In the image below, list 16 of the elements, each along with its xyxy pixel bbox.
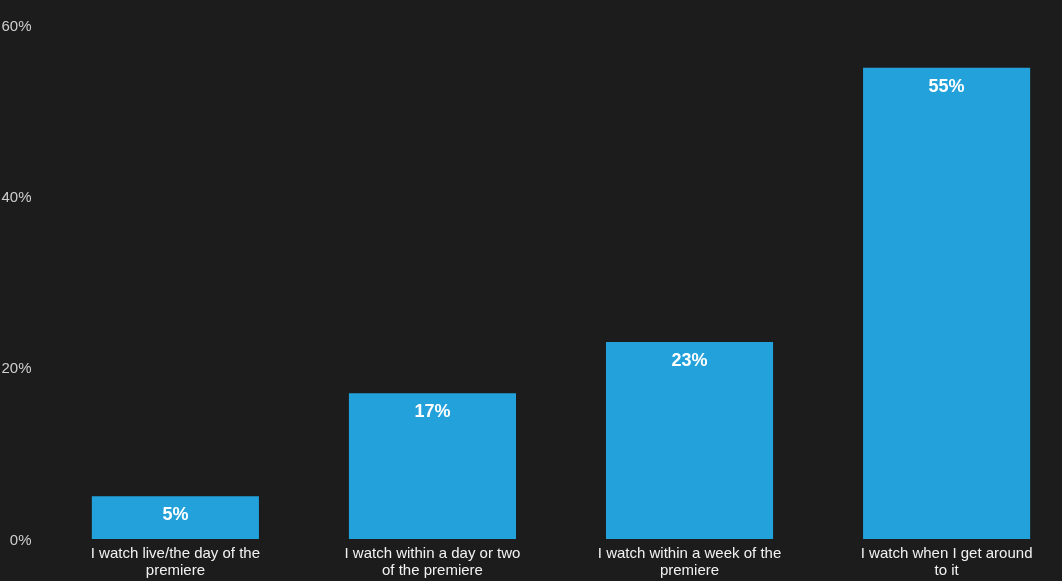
bar [605,341,774,539]
x-tick-label: I watch live/the day of the premiere [90,543,261,578]
x-tick-label: I watch when I get around to it [860,543,1033,578]
y-tick-label: 40% [1,187,32,205]
y-tick-label: 0% [9,530,32,548]
x-tick-label: I watch within a day or two of the premiere [344,543,521,578]
data-label: 17% [414,401,451,422]
data-label: 5% [162,504,189,525]
y-tick-label: 60% [1,16,32,34]
bar [863,67,1031,539]
data-label: 23% [671,349,708,370]
bar [348,393,517,539]
bar [91,496,259,539]
x-tick-label: I watch within a week of the premiere [597,543,782,578]
y-tick-label: 20% [1,359,32,377]
data-label: 55% [928,75,965,96]
